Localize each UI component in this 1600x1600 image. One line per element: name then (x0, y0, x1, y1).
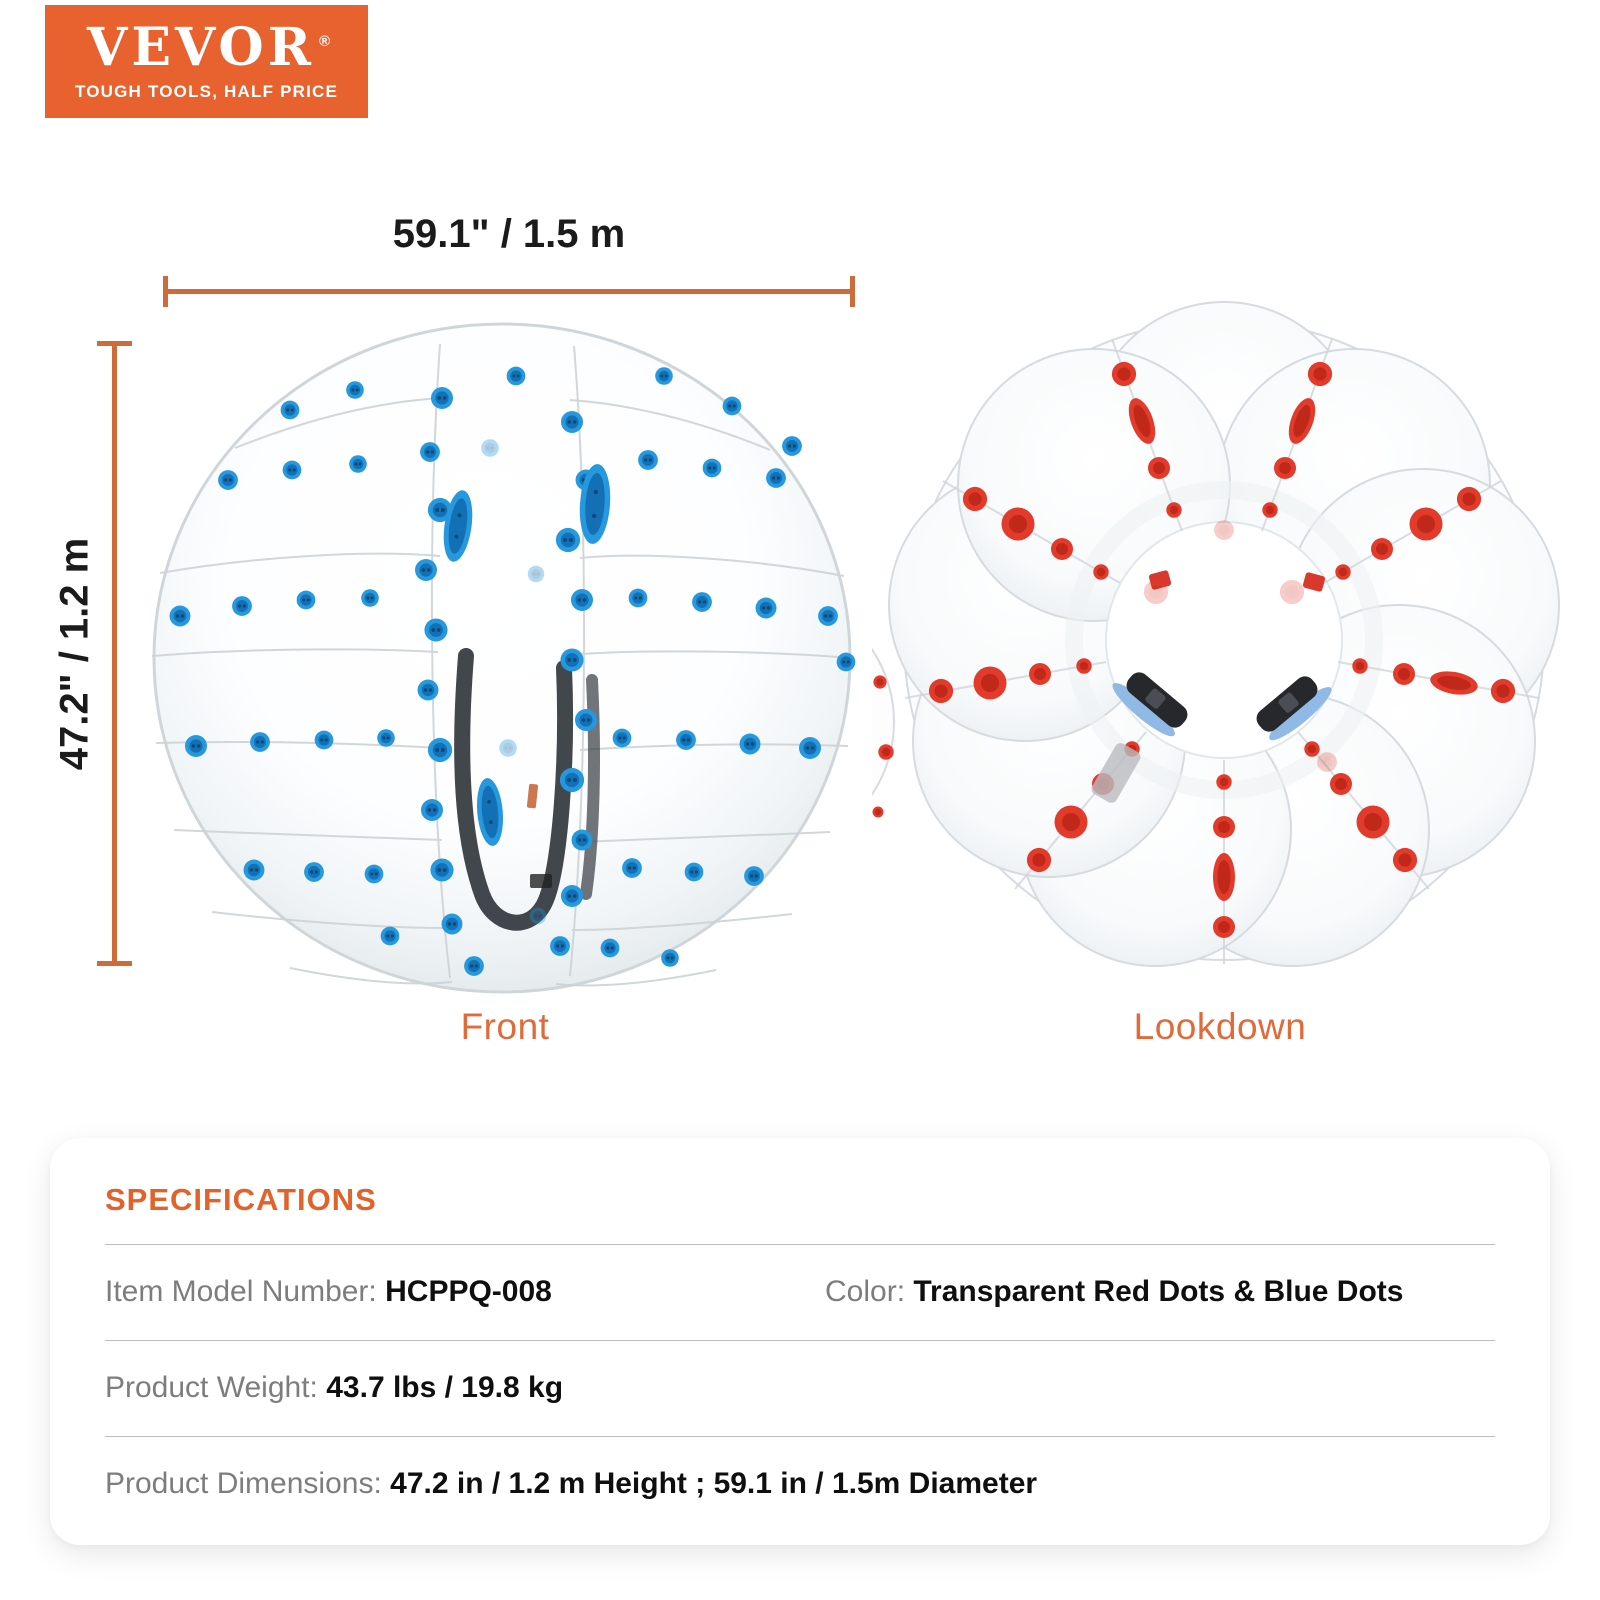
spec-label-weight: Product Weight: (105, 1371, 318, 1404)
brand-name-text: VEVOR (87, 16, 315, 78)
dimension-cap-bottom (97, 961, 132, 966)
center-handles (1091, 672, 1332, 803)
specifications-heading: SPECIFICATIONS (105, 1182, 377, 1217)
width-dimension-line (163, 276, 855, 307)
divider (105, 1436, 1495, 1437)
spec-row-model-color: Item Model Number: HCPPQ-008 Color: Tran… (105, 1245, 1495, 1340)
ball-body (152, 322, 852, 994)
ball-lobes (888, 301, 1560, 967)
spec-cell-model: Item Model Number: HCPPQ-008 (105, 1275, 552, 1308)
spec-value-model: HCPPQ-008 (385, 1275, 552, 1308)
height-dimension-label: 47.2" / 1.2 m (20, 341, 130, 966)
dimension-bar-horizontal (163, 289, 855, 294)
height-dimension-line (97, 341, 132, 966)
registered-mark-icon: ® (318, 32, 330, 50)
spec-label-dimensions: Product Dimensions: (105, 1467, 382, 1500)
spec-row-weight: Product Weight: 43.7 lbs / 19.8 kg (105, 1341, 1495, 1436)
spec-label-model: Item Model Number: (105, 1275, 377, 1308)
divider (105, 1340, 1495, 1341)
vevor-logo: VEVOR ® TOUGH TOOLS, HALF PRICE (45, 5, 368, 118)
harness-straps (454, 648, 600, 931)
spec-value-weight: 43.7 lbs / 19.8 kg (326, 1371, 564, 1404)
spec-label-color: Color: (825, 1275, 906, 1308)
spec-cell-color: Color: Transparent Red Dots & Blue Dots (825, 1275, 1403, 1309)
brand-name: VEVOR ® (87, 21, 330, 74)
lookdown-view-product-image (872, 301, 1560, 967)
spec-value-dimensions: 47.2 in / 1.2 m Height ; 59.1 in / 1.5m … (390, 1467, 1038, 1500)
lookdown-view-label: Lookdown (1133, 1006, 1307, 1047)
spec-value-color: Transparent Red Dots & Blue Dots (913, 1275, 1404, 1308)
brand-tagline: TOUGH TOOLS, HALF PRICE (74, 81, 339, 101)
height-dimension-text: 47.2" / 1.2 m (52, 537, 97, 770)
spec-row-dimensions: Product Dimensions: 47.2 in / 1.2 m Heig… (105, 1437, 1495, 1532)
front-view-label: Front (460, 1006, 550, 1047)
seam-lines (151, 343, 853, 987)
adjacent-ball-sliver (872, 647, 895, 818)
front-view-product-image (151, 322, 856, 994)
specifications-card: SPECIFICATIONS Item Model Number: HCPPQ-… (50, 1138, 1550, 1545)
red-dots (928, 361, 1516, 938)
dimension-bar-vertical (112, 341, 117, 966)
divider (105, 1244, 1495, 1245)
dimension-cap-right (850, 276, 855, 307)
width-dimension-label: 59.1" / 1.5 m (392, 212, 626, 256)
